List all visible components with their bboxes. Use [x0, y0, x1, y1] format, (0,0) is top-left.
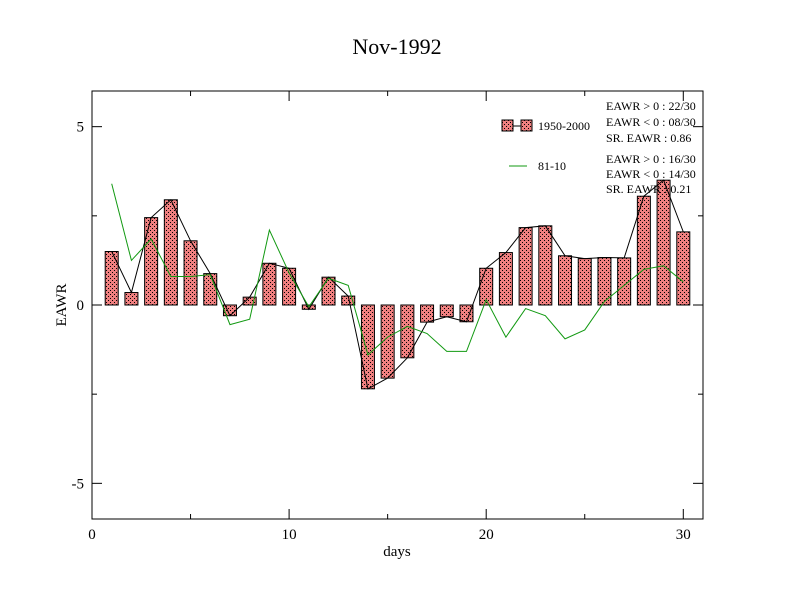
- y-tick-label-5: 5: [77, 120, 85, 136]
- legend: 1950-2000 81-10: [501, 119, 590, 173]
- chart-title: Nov-1992: [352, 34, 441, 59]
- bar-day-22: [518, 227, 533, 306]
- ticks-layer: 0 10 20 30 -5 0 5: [72, 91, 703, 543]
- bar-day-19: [459, 304, 474, 323]
- series-1950-2000-line: [111, 179, 684, 390]
- bar-day-30: [676, 231, 691, 306]
- bar-day-24: [558, 255, 573, 306]
- x-tick-label-20: 20: [479, 527, 494, 543]
- legend-bar-label: 1950-2000: [538, 119, 590, 133]
- stats-8110-sr: SR. EAWR : 0.21: [606, 182, 691, 196]
- stats-8110-positive: EAWR > 0 : 16/30: [606, 152, 696, 166]
- bar-day-29: [656, 179, 671, 306]
- x-tick-label-10: 10: [282, 527, 297, 543]
- bar-day-23: [538, 225, 553, 306]
- bar-day-17: [420, 304, 435, 323]
- bar-day-25: [577, 258, 592, 306]
- bar-day-6: [203, 273, 218, 306]
- stats-8110-negative: EAWR < 0 : 14/30: [606, 167, 696, 181]
- bar-day-14: [360, 304, 375, 390]
- stats-1950-negative: EAWR < 0 : 08/30: [606, 115, 696, 129]
- x-axis-label: days: [383, 544, 411, 560]
- stats-1950-sr: SR. EAWR : 0.86: [606, 131, 691, 145]
- bar-day-2: [124, 292, 139, 306]
- bar-day-4: [163, 199, 178, 306]
- series-81-10-line: [111, 183, 684, 356]
- stats-block: EAWR > 0 : 22/30 EAWR < 0 : 08/30 SR. EA…: [606, 99, 696, 196]
- x-tick-label-0: 0: [88, 527, 96, 543]
- bar-day-9: [262, 262, 277, 306]
- bar-day-5: [183, 240, 198, 306]
- legend-line-label: 81-10: [538, 159, 566, 173]
- bar-day-21: [498, 252, 513, 306]
- legend-bar-swatch-left: [501, 119, 514, 132]
- bar-day-1: [104, 251, 119, 306]
- bar-day-3: [144, 217, 159, 306]
- y-axis-label: EAWR: [54, 284, 70, 327]
- y-tick-label-0: 0: [77, 298, 85, 314]
- lines-layer: [111, 179, 684, 390]
- x-tick-label-30: 30: [676, 527, 691, 543]
- bar-day-28: [636, 195, 651, 306]
- bar-day-18: [439, 304, 454, 318]
- stats-1950-positive: EAWR > 0 : 22/30: [606, 99, 696, 113]
- y-tick-label--5: -5: [72, 476, 85, 492]
- bars-layer: [104, 179, 691, 390]
- legend-bar-swatch-right: [520, 119, 533, 132]
